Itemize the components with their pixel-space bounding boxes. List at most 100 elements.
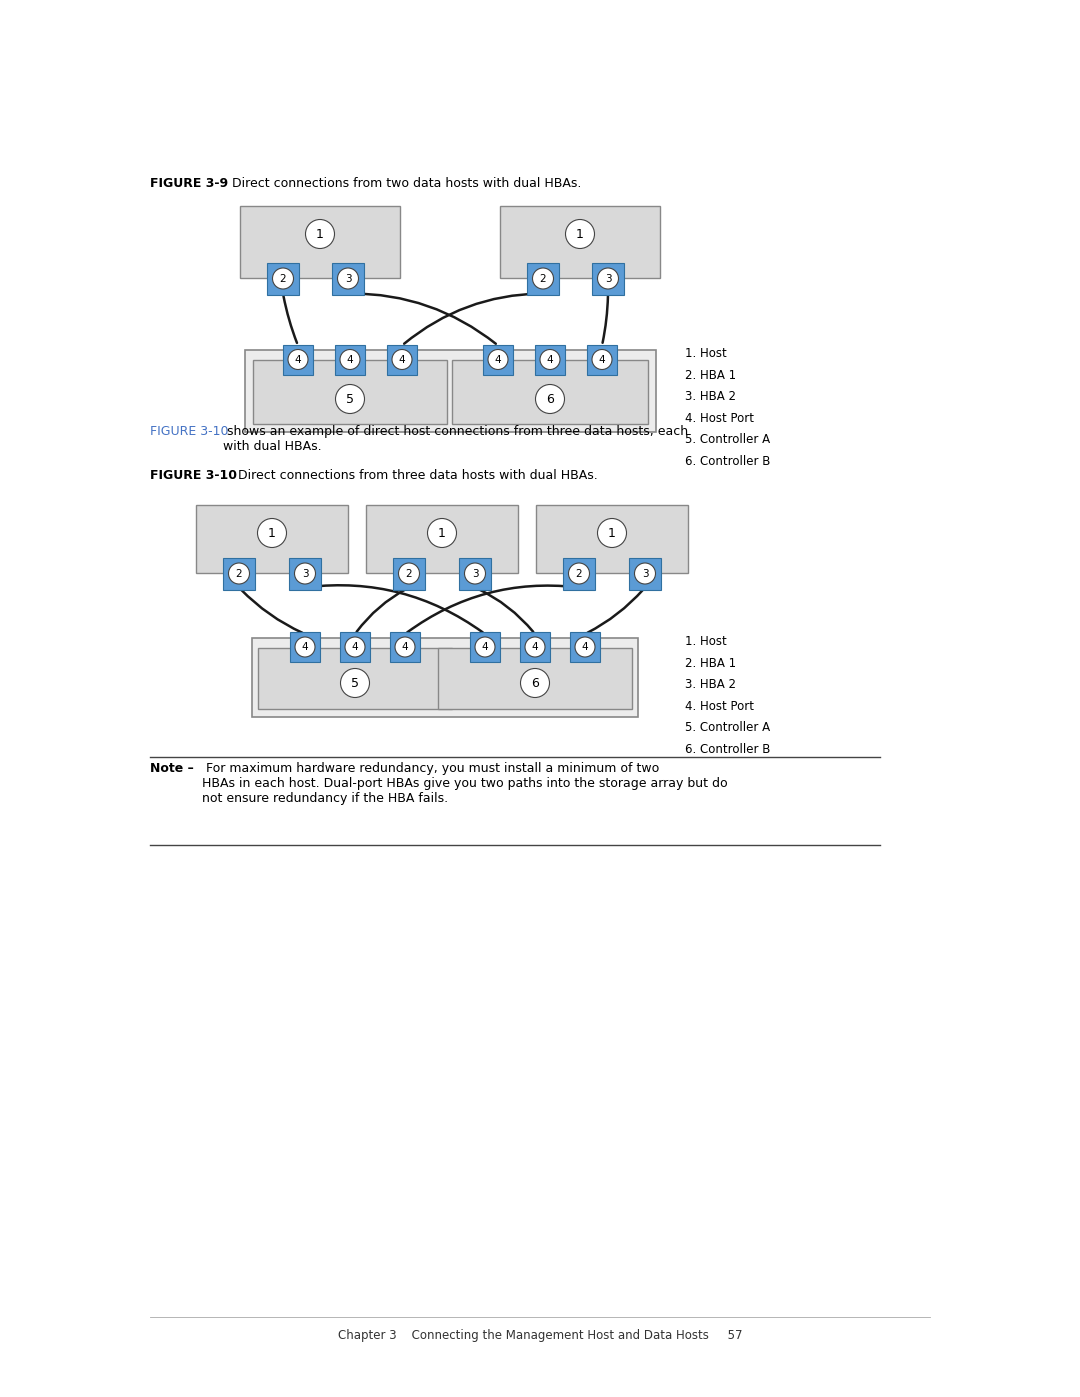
Text: 4: 4 <box>531 643 538 652</box>
Text: Direct connections from three data hosts with dual HBAs.: Direct connections from three data hosts… <box>238 469 597 482</box>
Circle shape <box>488 349 508 369</box>
FancyBboxPatch shape <box>195 504 348 573</box>
Text: 1: 1 <box>438 527 446 539</box>
FancyBboxPatch shape <box>289 557 321 590</box>
FancyBboxPatch shape <box>483 345 513 374</box>
FancyBboxPatch shape <box>459 557 491 590</box>
Circle shape <box>340 669 369 697</box>
Text: 5: 5 <box>346 393 354 405</box>
Text: 1. Host: 1. Host <box>685 346 727 360</box>
Text: 3: 3 <box>605 274 611 284</box>
Circle shape <box>338 268 359 289</box>
Circle shape <box>525 637 545 657</box>
FancyBboxPatch shape <box>366 504 518 573</box>
Text: 2: 2 <box>280 274 286 284</box>
FancyBboxPatch shape <box>570 631 600 662</box>
FancyBboxPatch shape <box>588 345 617 374</box>
Circle shape <box>336 384 365 414</box>
Text: Note –: Note – <box>150 761 193 775</box>
Text: 3: 3 <box>472 569 478 578</box>
Text: 2: 2 <box>406 569 413 578</box>
Circle shape <box>428 518 457 548</box>
Text: 4: 4 <box>402 643 408 652</box>
Text: 4: 4 <box>301 643 308 652</box>
Text: 4: 4 <box>495 355 501 365</box>
Text: 5. Controller A: 5. Controller A <box>685 721 770 733</box>
Text: 1: 1 <box>316 228 324 240</box>
Text: 6. Controller B: 6. Controller B <box>685 742 770 756</box>
Text: 4: 4 <box>482 643 488 652</box>
FancyBboxPatch shape <box>390 631 420 662</box>
FancyBboxPatch shape <box>332 263 364 295</box>
Text: 3: 3 <box>345 274 351 284</box>
Text: 3. HBA 2: 3. HBA 2 <box>685 678 735 692</box>
Circle shape <box>536 384 565 414</box>
Text: Chapter 3    Connecting the Management Host and Data Hosts     57: Chapter 3 Connecting the Management Host… <box>338 1329 742 1343</box>
Text: 3. HBA 2: 3. HBA 2 <box>685 390 735 402</box>
Circle shape <box>340 349 360 369</box>
FancyBboxPatch shape <box>253 360 447 425</box>
Text: 3: 3 <box>301 569 308 578</box>
Text: 2. HBA 1: 2. HBA 1 <box>685 657 737 669</box>
Text: 1: 1 <box>576 228 584 240</box>
Circle shape <box>257 518 286 548</box>
Text: 4: 4 <box>546 355 553 365</box>
FancyBboxPatch shape <box>240 205 400 278</box>
Text: 2: 2 <box>576 569 582 578</box>
Text: 6. Controller B: 6. Controller B <box>685 454 770 468</box>
Text: Direct connections from two data hosts with dual HBAs.: Direct connections from two data hosts w… <box>232 177 581 190</box>
Circle shape <box>575 637 595 657</box>
FancyBboxPatch shape <box>222 557 255 590</box>
FancyBboxPatch shape <box>283 345 313 374</box>
Text: 1: 1 <box>268 527 275 539</box>
Text: 4: 4 <box>399 355 405 365</box>
Text: 3: 3 <box>642 569 648 578</box>
Text: 4. Host Port: 4. Host Port <box>685 412 754 425</box>
Text: 2. HBA 1: 2. HBA 1 <box>685 369 737 381</box>
Circle shape <box>540 349 561 369</box>
Circle shape <box>306 219 335 249</box>
FancyBboxPatch shape <box>258 647 453 708</box>
Circle shape <box>395 637 415 657</box>
FancyBboxPatch shape <box>527 263 559 295</box>
FancyBboxPatch shape <box>500 205 660 278</box>
Text: 4: 4 <box>295 355 301 365</box>
FancyBboxPatch shape <box>267 263 299 295</box>
Text: shows an example of direct host connections from three data hosts, each
with dua: shows an example of direct host connecti… <box>222 425 688 453</box>
Text: 4: 4 <box>352 643 359 652</box>
Text: 2: 2 <box>540 274 546 284</box>
Text: FIGURE 3-10: FIGURE 3-10 <box>150 469 237 482</box>
FancyBboxPatch shape <box>393 557 426 590</box>
FancyBboxPatch shape <box>470 631 500 662</box>
Text: FIGURE 3-9: FIGURE 3-9 <box>150 177 228 190</box>
Circle shape <box>229 563 249 584</box>
Text: 6: 6 <box>531 676 539 690</box>
Circle shape <box>592 349 612 369</box>
Circle shape <box>392 349 411 369</box>
Text: 5. Controller A: 5. Controller A <box>685 433 770 446</box>
FancyBboxPatch shape <box>244 351 656 432</box>
Circle shape <box>295 563 315 584</box>
Text: 4. Host Port: 4. Host Port <box>685 700 754 712</box>
Circle shape <box>288 349 308 369</box>
Text: 5: 5 <box>351 676 359 690</box>
Circle shape <box>295 637 315 657</box>
Text: For maximum hardware redundancy, you must install a minimum of two
HBAs in each : For maximum hardware redundancy, you mus… <box>202 761 728 805</box>
Circle shape <box>597 268 619 289</box>
Circle shape <box>568 563 590 584</box>
FancyBboxPatch shape <box>519 631 550 662</box>
Circle shape <box>464 563 486 584</box>
FancyBboxPatch shape <box>340 631 370 662</box>
Text: 1: 1 <box>608 527 616 539</box>
Text: 2: 2 <box>235 569 242 578</box>
FancyBboxPatch shape <box>592 263 624 295</box>
Text: 4: 4 <box>347 355 353 365</box>
FancyBboxPatch shape <box>387 345 417 374</box>
Circle shape <box>597 518 626 548</box>
FancyBboxPatch shape <box>291 631 320 662</box>
Circle shape <box>521 669 550 697</box>
Text: 4: 4 <box>582 643 589 652</box>
Text: FIGURE 3-10: FIGURE 3-10 <box>150 425 229 439</box>
Text: 4: 4 <box>598 355 605 365</box>
Circle shape <box>566 219 594 249</box>
